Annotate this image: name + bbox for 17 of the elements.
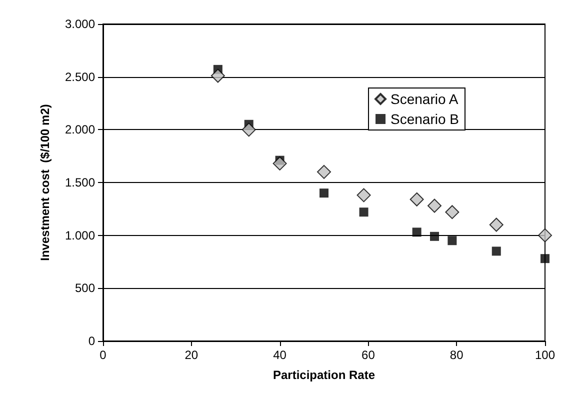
x-tick-label: 0: [100, 348, 107, 362]
x-tick-label: 100: [534, 348, 556, 362]
x-axis-title: Participation Rate: [272, 368, 376, 382]
y-tick-label: 2.000: [64, 122, 96, 137]
x-tick-label: 20: [184, 348, 198, 362]
y-tick-label: 0: [88, 334, 96, 348]
legend-label: Scenario A: [390, 91, 459, 107]
y-tick-label: 500: [74, 281, 96, 296]
y-tick-label: 2.500: [64, 70, 96, 84]
legend-label: Scenario B: [390, 111, 459, 127]
y-axis-title: Investment cost ($/100 m2): [38, 104, 52, 261]
x-tick-label: 40: [273, 348, 287, 362]
y-tick-label: 1.500: [64, 176, 96, 190]
y-tick-label: 1.000: [64, 228, 96, 242]
x-tick-label: 80: [450, 348, 464, 362]
y-tick-label: 3.000: [64, 17, 96, 31]
x-tick-label: 60: [362, 348, 376, 362]
